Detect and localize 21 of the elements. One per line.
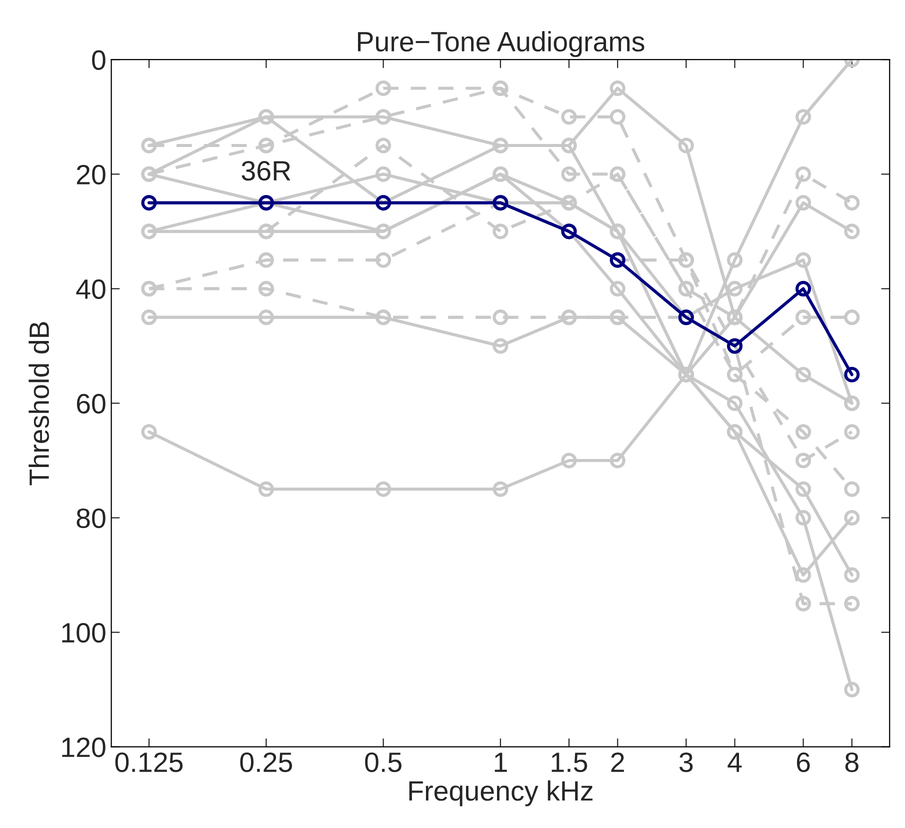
y-tick-label: 80 — [76, 508, 106, 528]
chart-title: Pure−Tone Audiograms — [358, 31, 644, 58]
y-tick-label: 40 — [76, 279, 106, 300]
x-tick-label: 1.5 — [552, 752, 588, 772]
x-tick-label: 0.25 — [240, 752, 292, 772]
x-tick-label: 3 — [679, 752, 693, 772]
y-tick-label: 20 — [76, 164, 106, 184]
annotation: 36R — [242, 160, 290, 181]
x-axis-title: Frequency kHz — [409, 780, 592, 806]
y-tick-label: 60 — [76, 394, 106, 414]
y-tick-label: 100 — [62, 622, 106, 643]
x-tick-label: 2 — [611, 752, 624, 772]
y-axis-title: Threshold dB — [28, 322, 50, 486]
x-tick-label: 4 — [728, 752, 742, 772]
x-tick-label: 8 — [845, 752, 858, 772]
x-tick-label: 6 — [796, 752, 810, 772]
y-tick-label: 120 — [62, 738, 106, 758]
y-tick-label: 0 — [92, 50, 106, 70]
x-tick-label: 0.5 — [365, 752, 402, 772]
x-tick-label: 0.125 — [115, 752, 183, 772]
x-tick-label: 1 — [494, 752, 507, 772]
